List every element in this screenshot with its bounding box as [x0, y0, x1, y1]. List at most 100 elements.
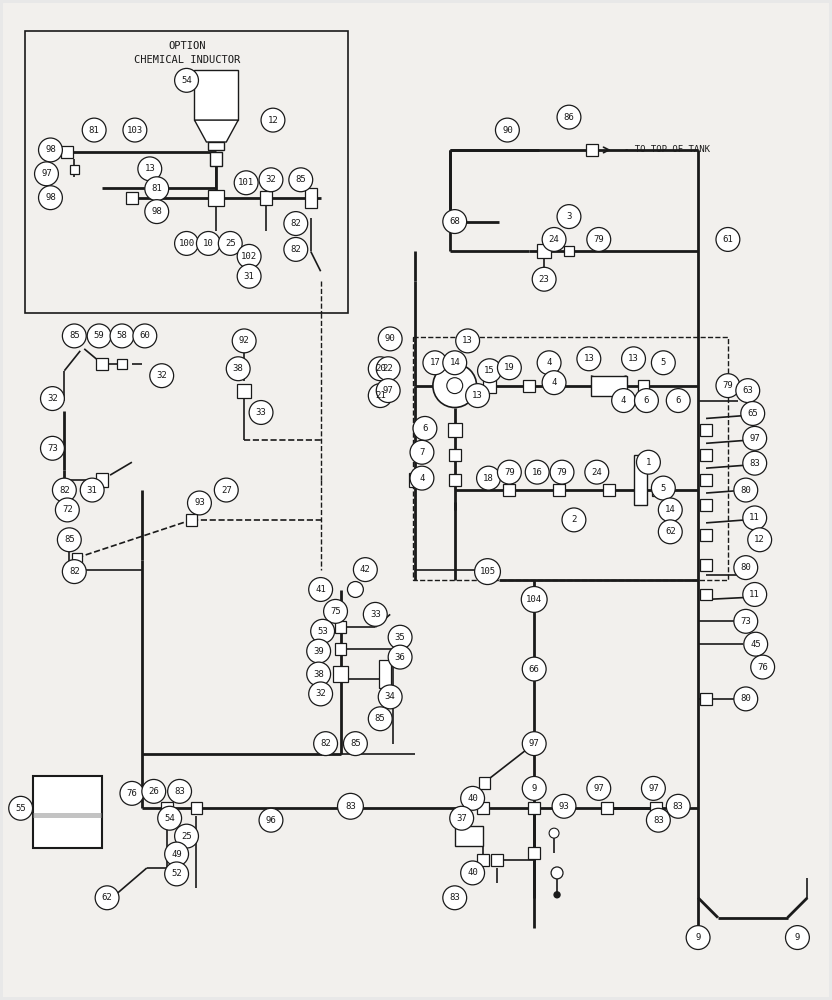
- Text: 86: 86: [563, 113, 574, 122]
- Circle shape: [744, 632, 768, 656]
- Circle shape: [82, 118, 106, 142]
- Text: 62: 62: [102, 893, 112, 902]
- Text: 10: 10: [203, 239, 214, 248]
- Bar: [97, 358, 108, 370]
- Circle shape: [658, 520, 682, 544]
- Text: 85: 85: [350, 739, 361, 748]
- Bar: [564, 246, 574, 256]
- Circle shape: [743, 426, 766, 450]
- Bar: [161, 802, 172, 814]
- Text: 19: 19: [504, 363, 515, 372]
- Circle shape: [284, 237, 308, 261]
- Text: 82: 82: [69, 567, 80, 576]
- Text: 31: 31: [87, 486, 97, 495]
- Bar: [448, 423, 462, 437]
- Text: 6: 6: [676, 396, 681, 405]
- Circle shape: [232, 329, 256, 353]
- Circle shape: [35, 162, 58, 186]
- Circle shape: [196, 232, 220, 255]
- Circle shape: [249, 401, 273, 424]
- Text: 105: 105: [479, 567, 496, 576]
- Text: 76: 76: [757, 663, 768, 672]
- Text: 27: 27: [221, 486, 231, 495]
- Circle shape: [57, 528, 82, 552]
- Circle shape: [537, 351, 561, 375]
- Text: 32: 32: [265, 175, 276, 184]
- Bar: [334, 621, 346, 633]
- Circle shape: [461, 786, 484, 810]
- Text: 3: 3: [567, 212, 572, 221]
- Text: 12: 12: [268, 116, 279, 125]
- Circle shape: [447, 378, 463, 394]
- Text: 32: 32: [47, 394, 57, 403]
- Text: 11: 11: [750, 590, 760, 599]
- Circle shape: [38, 138, 62, 162]
- Text: 55: 55: [15, 804, 26, 813]
- Text: 33: 33: [255, 408, 266, 417]
- Text: 40: 40: [468, 794, 478, 803]
- Bar: [237, 384, 251, 398]
- Text: 82: 82: [59, 486, 70, 495]
- Circle shape: [218, 232, 242, 255]
- Circle shape: [369, 384, 392, 408]
- Circle shape: [587, 776, 611, 800]
- Text: 6: 6: [423, 424, 428, 433]
- Text: 15: 15: [484, 366, 495, 375]
- Bar: [477, 802, 488, 814]
- Circle shape: [95, 886, 119, 910]
- Circle shape: [636, 450, 661, 474]
- Bar: [117, 359, 127, 369]
- Bar: [586, 144, 597, 156]
- Text: 38: 38: [233, 364, 244, 373]
- Bar: [700, 499, 712, 511]
- Text: 54: 54: [164, 814, 175, 823]
- Text: 82: 82: [320, 739, 331, 748]
- Text: 98: 98: [151, 207, 162, 216]
- Circle shape: [743, 506, 766, 530]
- Circle shape: [651, 351, 676, 375]
- Bar: [700, 424, 712, 436]
- Circle shape: [496, 118, 519, 142]
- Circle shape: [532, 267, 556, 291]
- Circle shape: [158, 806, 181, 830]
- Circle shape: [748, 528, 771, 552]
- Bar: [503, 484, 515, 496]
- Bar: [523, 380, 535, 392]
- Text: 32: 32: [315, 689, 326, 698]
- Circle shape: [123, 118, 146, 142]
- Text: 59: 59: [94, 331, 105, 340]
- Bar: [700, 474, 712, 486]
- Text: 97: 97: [383, 386, 394, 395]
- Text: 75: 75: [330, 607, 341, 616]
- Circle shape: [289, 168, 313, 192]
- Text: 13: 13: [583, 354, 594, 363]
- Bar: [260, 191, 272, 205]
- Circle shape: [716, 228, 740, 251]
- Text: 83: 83: [174, 787, 185, 796]
- Text: 2: 2: [572, 515, 577, 524]
- Circle shape: [165, 862, 189, 886]
- Text: 11: 11: [750, 513, 760, 522]
- Circle shape: [41, 387, 64, 410]
- Circle shape: [324, 599, 348, 623]
- Text: 21: 21: [375, 391, 385, 400]
- Text: 37: 37: [456, 814, 467, 823]
- Circle shape: [651, 476, 676, 500]
- Text: 12: 12: [755, 535, 765, 544]
- Text: 79: 79: [504, 468, 515, 477]
- Bar: [539, 274, 549, 284]
- Text: 20: 20: [375, 364, 385, 373]
- Text: 24: 24: [548, 235, 559, 244]
- Circle shape: [666, 794, 691, 818]
- Bar: [483, 379, 497, 393]
- Circle shape: [554, 892, 560, 898]
- Circle shape: [354, 558, 377, 582]
- Text: CHEMICAL INDUCTOR: CHEMICAL INDUCTOR: [135, 55, 240, 65]
- Circle shape: [314, 732, 338, 756]
- Bar: [633, 455, 647, 505]
- Text: 80: 80: [740, 563, 751, 572]
- Text: 14: 14: [449, 358, 460, 367]
- Text: 53: 53: [317, 627, 328, 636]
- Circle shape: [456, 329, 479, 353]
- Bar: [601, 802, 612, 814]
